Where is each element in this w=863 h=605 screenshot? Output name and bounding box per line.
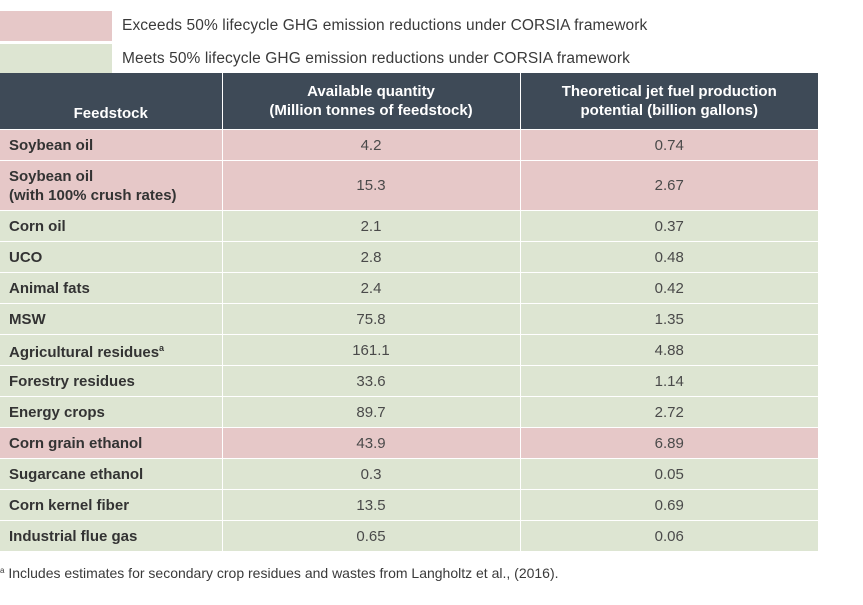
cell-potential: 1.14 [520,365,818,397]
cell-potential: 1.35 [520,303,818,335]
legend-swatch-exceeds [0,10,112,41]
header-quantity-line2: (Million tonnes of feedstock) [269,102,473,119]
feedstock-name: Agricultural residues [9,343,160,361]
table-row: Agricultural residuesa 161.1 4.88 [0,334,818,366]
cell-potential: 0.42 [520,272,818,304]
feedstock-name: Corn kernel fiber [9,496,130,514]
header-potential: Theoretical jet fuel production potentia… [520,73,818,130]
header-quantity-line1: Available quantity [307,83,435,100]
feedstock-name: Animal fats [9,279,90,297]
header-potential-line1: Theoretical jet fuel production [561,83,777,100]
cell-quantity: 2.4 [222,272,521,304]
cell-potential: 0.48 [520,241,818,273]
feedstock-name: MSW [9,310,46,328]
table-row: Animal fats 2.4 0.42 [0,272,818,304]
cell-potential: 0.69 [520,489,818,521]
cell-quantity: 0.65 [222,520,521,551]
footnote-ref: a [159,342,165,353]
cell-quantity: 161.1 [222,334,521,366]
feedstock-name: Industrial flue gas [9,527,138,545]
cell-quantity: 2.1 [222,210,521,242]
header-potential-line2: potential (billion gallons) [580,102,759,119]
footnote-text: Includes estimates for secondary crop re… [4,565,559,581]
legend: Exceeds 50% lifecycle GHG emission reduc… [0,9,820,75]
cell-feedstock: Energy crops [0,396,223,428]
legend-item-exceeds: Exceeds 50% lifecycle GHG emission reduc… [0,9,820,42]
feedstock-name: Soybean oil [9,167,94,185]
feedstock-name: UCO [9,248,43,266]
feedstock-table: Feedstock Available quantity (Million to… [0,73,818,551]
header-quantity: Available quantity (Million tonnes of fe… [222,73,521,130]
cell-feedstock: Agricultural residuesa [0,334,223,366]
cell-quantity: 15.3 [222,160,521,211]
cell-quantity: 43.9 [222,427,521,459]
header-feedstock: Feedstock [0,73,223,130]
feedstock-name: Energy crops [9,403,105,421]
cell-potential: 2.72 [520,396,818,428]
table-row: Corn grain ethanol 43.9 6.89 [0,427,818,459]
cell-potential: 0.06 [520,520,818,551]
table-row: Soybean oil (with 100% crush rates) 15.3 2.… [0,160,818,211]
table-row: Energy crops 89.7 2.72 [0,396,818,428]
cell-feedstock: MSW [0,303,223,335]
table-row: Industrial flue gas 0.65 0.06 [0,520,818,551]
feedstock-name: Soybean oil [9,136,94,154]
legend-swatch-meets [0,43,112,74]
cell-feedstock: UCO [0,241,223,273]
table-row: Soybean oil 4.2 0.74 [0,129,818,161]
cell-feedstock: Industrial flue gas [0,520,223,551]
cell-quantity: 4.2 [222,129,521,161]
cell-feedstock: Animal fats [0,272,223,304]
table-row: Sugarcane ethanol 0.3 0.05 [0,458,818,490]
cell-feedstock: Soybean oil [0,129,223,161]
cell-feedstock: Corn grain ethanol [0,427,223,459]
cell-feedstock: Soybean oil (with 100% crush rates) [0,160,223,211]
cell-potential: 6.89 [520,427,818,459]
feedstock-name: Corn oil [9,217,66,235]
cell-feedstock: Sugarcane ethanol [0,458,223,490]
table-row: MSW 75.8 1.35 [0,303,818,335]
legend-label-exceeds: Exceeds 50% lifecycle GHG emission reduc… [122,16,648,34]
table-row: Corn kernel fiber 13.5 0.69 [0,489,818,521]
table-row: Corn oil 2.1 0.37 [0,210,818,242]
cell-quantity: 2.8 [222,241,521,273]
cell-feedstock: Corn kernel fiber [0,489,223,521]
cell-quantity: 75.8 [222,303,521,335]
feedstock-name: Forestry residues [9,372,135,390]
cell-potential: 2.67 [520,160,818,211]
cell-quantity: 13.5 [222,489,521,521]
header-row: Feedstock Available quantity (Million to… [0,73,818,130]
cell-feedstock: Forestry residues [0,365,223,397]
table-row: UCO 2.8 0.48 [0,241,818,273]
legend-item-meets: Meets 50% lifecycle GHG emission reducti… [0,42,820,75]
feedstock-name: Corn grain ethanol [9,434,143,452]
cell-quantity: 0.3 [222,458,521,490]
feedstock-name: Sugarcane ethanol [9,465,144,483]
cell-feedstock: Corn oil [0,210,223,242]
feedstock-name-line2: (with 100% crush rates) [9,186,177,204]
footnote-marker: a [0,566,5,575]
cell-potential: 0.05 [520,458,818,490]
cell-potential: 0.37 [520,210,818,242]
legend-label-meets: Meets 50% lifecycle GHG emission reducti… [122,49,630,67]
cell-quantity: 33.6 [222,365,521,397]
cell-quantity: 89.7 [222,396,521,428]
cell-potential: 4.88 [520,334,818,366]
table-row: Forestry residues 33.6 1.14 [0,365,818,397]
footnote: a Includes estimates for secondary crop … [0,565,559,581]
table-body: Soybean oil 4.2 0.74 Soybean oil (with 100% … [0,129,818,551]
table-header: Feedstock Available quantity (Million to… [0,73,818,130]
cell-potential: 0.74 [520,129,818,161]
